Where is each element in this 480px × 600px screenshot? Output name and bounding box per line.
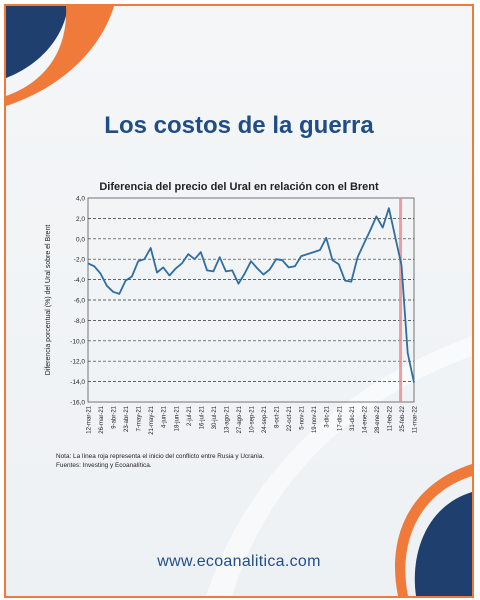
x-tick-label: 3-dic-21: [325, 405, 331, 427]
x-tick-label: 31-dic-21: [350, 405, 356, 431]
y-tick-label: -12,0: [70, 359, 85, 366]
y-tick-label: 0,0: [76, 236, 85, 243]
chart-title: Diferencia del precio del Ural en relaci…: [99, 181, 379, 193]
x-tick-label: 16-jul-21: [199, 405, 205, 429]
x-tick-label: 22-oct-21: [287, 405, 293, 431]
x-tick-label: 30-jul-21: [212, 405, 218, 429]
x-tick-label: 19-nov-21: [312, 405, 318, 433]
x-tick-label: 26-mar-21: [99, 405, 105, 433]
website-link[interactable]: www.ecoanalitica.com: [157, 553, 321, 570]
conflict-start-marker: [399, 198, 403, 402]
y-tick-label: -8,0: [74, 318, 86, 325]
corner-decoration: [6, 6, 472, 596]
x-tick-label: 18-jun-21: [174, 405, 180, 431]
y-tick-label: -4,0: [74, 277, 86, 284]
x-tick-label: 4-jun-21: [162, 405, 168, 428]
y-tick-label: -10,0: [70, 338, 85, 345]
y-tick-label: -2,0: [74, 257, 86, 264]
x-tick-label: 25-feb-22: [400, 405, 406, 431]
x-tick-label: 28-ene-22: [375, 405, 381, 433]
chart-notes: Nota: La línea roja representa el inicio…: [56, 453, 264, 470]
x-tick-label: 27-ago-21: [237, 405, 243, 433]
x-tick-label: 2-jul-21: [187, 405, 193, 426]
x-tick-label: 17-dic-21: [337, 405, 343, 431]
x-tick-label: 10-sep-21: [250, 405, 256, 433]
sources-text: Fuentes: Investing y Ecoanalítica.: [56, 461, 152, 469]
x-tick-label: 9-abr-21: [112, 405, 118, 428]
y-tick-label: 4,0: [76, 196, 85, 203]
y-axis-label: Diferencia porcentual (%) del Ural sobre…: [45, 225, 52, 376]
x-tick-label: 8-oct-21: [275, 405, 281, 428]
x-tick-label: 11-feb-22: [387, 405, 393, 431]
x-tick-label: 11-mar-22: [413, 405, 419, 433]
x-tick-label: 13-ago-21: [224, 405, 230, 433]
x-tick-label: 5-nov-21: [300, 405, 306, 429]
x-tick-label: 24-sep-21: [262, 405, 268, 433]
x-tick-label: 23-abr-21: [124, 405, 130, 432]
x-tick-label: 14-ene-22: [362, 405, 368, 433]
x-tick-label: 12-mar-21: [87, 405, 93, 433]
note-text: Nota: La línea roja representa el inicio…: [56, 453, 265, 460]
poster-card: Los costos de la guerra Diferencia del p…: [4, 4, 474, 598]
y-tick-label: -16,0: [70, 400, 85, 407]
y-tick-label: -6,0: [74, 298, 86, 305]
series-line: [87, 207, 415, 383]
x-tick-label: 21-may-21: [149, 405, 155, 434]
y-tick-label: 2,0: [76, 216, 85, 223]
x-tick-label: 7-may-21: [137, 405, 143, 431]
y-tick-label: -14,0: [70, 379, 85, 386]
poster-title: Los costos de la guerra: [104, 112, 374, 139]
